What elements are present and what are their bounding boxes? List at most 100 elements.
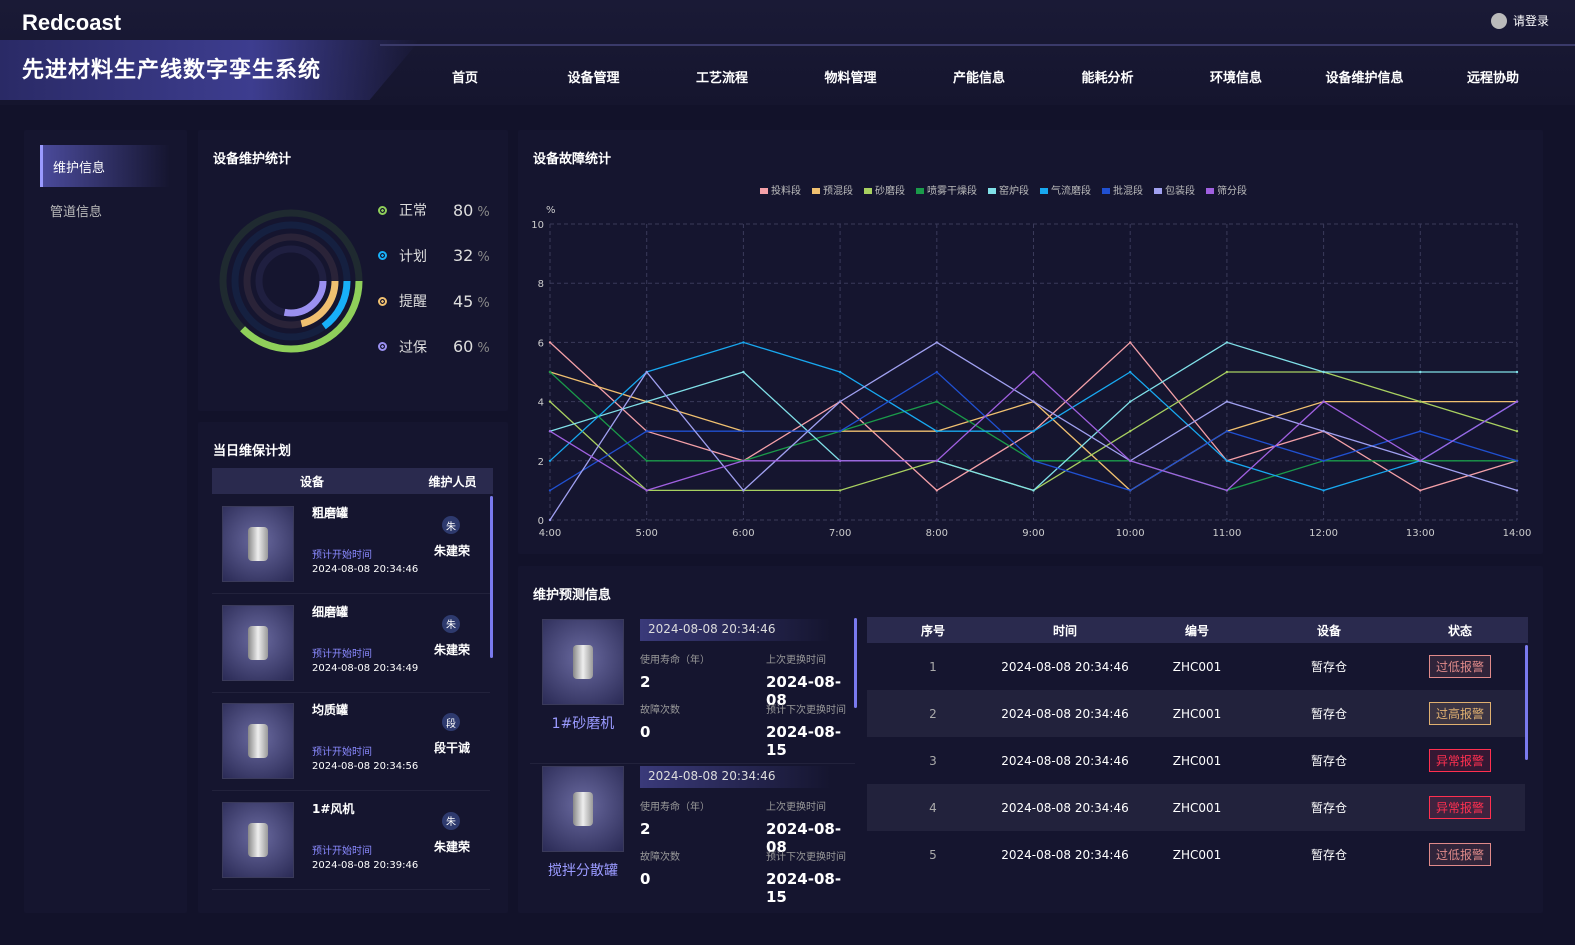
row-device: 暂存仓 bbox=[1310, 801, 1347, 815]
equipment-image bbox=[542, 619, 624, 705]
legend-item[interactable]: 批混段 bbox=[1102, 182, 1143, 197]
data-point bbox=[548, 518, 552, 522]
tab-6[interactable]: 环境信息 bbox=[1173, 60, 1299, 93]
plan-row[interactable]: 细磨罐 预计开始时间 2024-08-08 20:34:49 朱朱建荣 bbox=[212, 595, 490, 693]
legend-item[interactable]: 投料段 bbox=[760, 182, 801, 197]
tab-8[interactable]: 远程协助 bbox=[1430, 60, 1556, 93]
stat-value: 32 bbox=[453, 246, 474, 265]
tab-1[interactable]: 设备管理 bbox=[531, 60, 657, 93]
page-title: 先进材料生产线数字孪生系统 bbox=[22, 58, 322, 83]
legend-item[interactable]: 喷雾干燥段 bbox=[916, 182, 977, 197]
legend-item[interactable]: 筛分段 bbox=[1206, 182, 1247, 197]
equipment-image bbox=[222, 703, 294, 779]
table-row[interactable]: 5 2024-08-08 20:34:46 ZHC001 暂存仓 过低报警 bbox=[867, 831, 1525, 878]
row-no: 5 bbox=[929, 847, 937, 862]
equipment-image bbox=[542, 766, 624, 852]
start-time: 2024-08-08 20:34:49 bbox=[312, 662, 419, 674]
data-point bbox=[838, 430, 842, 433]
card-timestamp: 2024-08-08 20:34:46 bbox=[640, 766, 830, 788]
data-point bbox=[1515, 489, 1519, 492]
table-row[interactable]: 4 2024-08-08 20:34:46 ZHC001 暂存仓 异常报警 bbox=[867, 784, 1525, 831]
col-no: 序号 bbox=[920, 623, 945, 638]
tab-5[interactable]: 能耗分析 bbox=[1045, 60, 1171, 93]
legend-swatch-icon bbox=[864, 188, 872, 194]
stat-value: 45 bbox=[453, 291, 474, 311]
predict-scrollbar[interactable] bbox=[854, 618, 857, 708]
row-device: 暂存仓 bbox=[1310, 848, 1347, 862]
plan-scrollbar[interactable] bbox=[490, 496, 493, 658]
status-badge: 异常报警 bbox=[1428, 749, 1491, 772]
next-label: 预计下次更换时间 bbox=[766, 705, 846, 716]
person-name: 朱建荣 bbox=[433, 642, 470, 657]
plan-row[interactable]: 均质罐 预计开始时间 2024-08-08 20:34:56 段段干诚 bbox=[212, 693, 490, 791]
row-code: ZHC001 bbox=[1172, 800, 1222, 815]
legend-swatch-icon bbox=[1206, 188, 1214, 194]
data-point bbox=[935, 370, 938, 374]
data-point bbox=[1129, 370, 1132, 374]
table-row[interactable]: 2 2024-08-08 20:34:46 ZHC001 暂存仓 过高报警 bbox=[867, 690, 1525, 737]
predict-card[interactable]: 1#砂磨机 2024-08-08 20:34:46 使用寿命（年） 上次更换时间 … bbox=[530, 617, 855, 764]
x-tick-label: 9:00 bbox=[1022, 528, 1044, 539]
data-point bbox=[1032, 489, 1035, 492]
sidebar-item-pipeline[interactable]: 管道信息 bbox=[40, 189, 170, 231]
plan-row[interactable]: 粗磨罐 预计开始时间 2024-08-08 20:34:46 朱朱建荣 bbox=[212, 496, 490, 594]
row-no: 2 bbox=[929, 706, 937, 721]
alarm-scrollbar[interactable] bbox=[1525, 645, 1528, 760]
row-time: 2024-08-08 20:34:46 bbox=[1001, 659, 1129, 674]
legend-item[interactable]: 窑炉段 bbox=[988, 182, 1029, 197]
x-tick-label: 12:00 bbox=[1309, 528, 1338, 539]
legend-item[interactable]: 砂磨段 bbox=[864, 182, 905, 197]
login-button[interactable]: 请登录 bbox=[1490, 12, 1549, 29]
equipment-image bbox=[222, 801, 294, 878]
title-band bbox=[0, 40, 420, 100]
data-point bbox=[1225, 341, 1229, 344]
data-point bbox=[1419, 459, 1422, 462]
data-point bbox=[1515, 459, 1519, 462]
table-row[interactable]: 1 2024-08-08 20:34:46 ZHC001 暂存仓 过低报警 bbox=[867, 643, 1525, 690]
plan-row[interactable]: 1#风机 预计开始时间 2024-08-08 20:39:46 朱朱建荣 bbox=[212, 792, 490, 890]
data-point bbox=[1419, 430, 1422, 433]
stat-legend-item: 计划 32% bbox=[378, 246, 490, 266]
start-time-label: 预计开始时间 bbox=[312, 648, 372, 660]
next-value: 2024-08-15 bbox=[766, 870, 842, 906]
data-point bbox=[645, 489, 648, 492]
data-point bbox=[1515, 370, 1519, 374]
x-tick-label: 4:00 bbox=[539, 528, 561, 539]
row-no: 3 bbox=[929, 753, 937, 768]
data-point bbox=[548, 489, 552, 492]
status-badge: 过低报警 bbox=[1428, 655, 1491, 678]
legend-swatch-icon bbox=[988, 188, 996, 194]
col-device: 设备 bbox=[299, 474, 324, 489]
tab-label: 工艺流程 bbox=[695, 71, 748, 86]
x-tick-label: 5:00 bbox=[635, 528, 657, 539]
tab-2[interactable]: 工艺流程 bbox=[659, 60, 785, 93]
status-dot-icon bbox=[378, 296, 387, 306]
tab-3[interactable]: 物料管理 bbox=[788, 60, 914, 93]
tab-7[interactable]: 设备维护信息 bbox=[1302, 60, 1428, 93]
avatar: 朱 bbox=[442, 516, 460, 534]
x-tick-label: 6:00 bbox=[732, 528, 754, 539]
legend-label: 批混段 bbox=[1113, 186, 1143, 197]
legend-item[interactable]: 气流磨段 bbox=[1040, 182, 1091, 197]
legend-label: 预混段 bbox=[823, 186, 853, 197]
start-time-label: 预计开始时间 bbox=[312, 550, 372, 561]
data-point bbox=[645, 370, 648, 374]
legend-item[interactable]: 包装段 bbox=[1154, 182, 1195, 197]
table-row[interactable]: 3 2024-08-08 20:34:46 ZHC001 暂存仓 异常报警 bbox=[867, 737, 1525, 784]
data-point bbox=[742, 430, 745, 433]
predict-card[interactable]: 搅拌分散罐 2024-08-08 20:34:46 使用寿命（年） 上次更换时间 … bbox=[530, 764, 855, 911]
person-name: 朱建荣 bbox=[433, 544, 470, 558]
legend-item[interactable]: 预混段 bbox=[812, 182, 853, 197]
data-point bbox=[935, 400, 938, 403]
data-point bbox=[1225, 430, 1229, 433]
data-point bbox=[548, 459, 552, 462]
tab-4[interactable]: 产能信息 bbox=[916, 60, 1042, 93]
life-label: 使用寿命（年） bbox=[640, 802, 710, 813]
tab-0[interactable]: 首页 bbox=[402, 60, 528, 93]
sidebar-item-maintenance[interactable]: 维护信息 bbox=[40, 145, 170, 187]
person-name: 朱建荣 bbox=[433, 839, 470, 854]
data-point bbox=[1032, 459, 1035, 462]
data-point bbox=[742, 341, 745, 344]
x-tick-label: 14:00 bbox=[1503, 528, 1532, 539]
maintenance-donut-chart bbox=[219, 209, 363, 353]
